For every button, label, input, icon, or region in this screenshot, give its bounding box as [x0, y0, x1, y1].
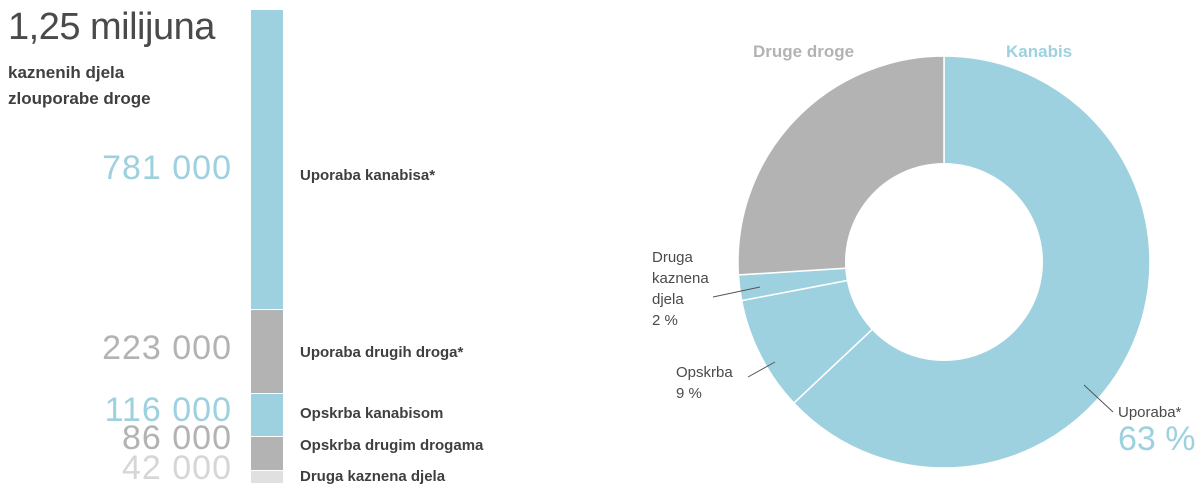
total-subtitle-line1: kaznenih djela — [8, 63, 125, 82]
donut-group-label-cannabis: Kanabis — [1006, 42, 1073, 61]
stack-segment-other-drug-use — [251, 310, 283, 393]
value-label-other-offences: 42 000 — [122, 449, 232, 487]
total-value: 1,25 milijuna — [8, 6, 215, 48]
leader-line-supply — [747, 361, 776, 378]
leader-line-use — [1083, 384, 1114, 413]
slice-label-other-offences: Druga kaznena djela 2 % — [652, 247, 712, 331]
total-subtitle: kaznenih djela zlouporabe droge — [8, 60, 151, 112]
stack-segment-cannabis-use — [251, 10, 283, 309]
slice-label-supply-text: Opskrba — [676, 364, 733, 381]
category-label-cannabis-use: Uporaba kanabisa* — [300, 167, 436, 184]
value-label-cannabis-use: 781 000 — [102, 149, 232, 187]
slice-label-supply: Opskrba 9 % — [676, 362, 733, 404]
stack-segment-other-offences — [251, 471, 283, 483]
category-label-other-drug-supply: Opskrba drugim drogama — [300, 437, 484, 454]
value-label-cannabis-supply: 116 000 — [104, 391, 232, 429]
category-label-cannabis-supply: Opskrba kanabisom — [300, 405, 444, 422]
value-label-other-drug-use: 223 000 — [102, 329, 232, 367]
slice-label-other-offences-text: Druga kaznena djela — [652, 249, 709, 308]
total-subtitle-line2: zlouporabe droge — [8, 89, 151, 108]
slice-pct-use: 63 % — [1118, 420, 1196, 458]
category-label-other-drug-use: Uporaba drugih droga* — [300, 344, 464, 361]
donut-hole — [845, 163, 1043, 361]
stack-segment-other-drug-supply — [251, 437, 283, 470]
slice-pct-other-offences: 2 % — [652, 312, 678, 329]
value-label-other-drug-supply: 86 000 — [122, 419, 232, 457]
category-label-other-offences: Druga kaznena djela — [300, 468, 446, 485]
slice-label-use: Uporaba* — [1118, 404, 1182, 421]
leader-line-other-offences — [712, 286, 761, 298]
slice-pct-supply: 9 % — [676, 385, 702, 402]
donut-group-label-other: Druge droge — [753, 42, 855, 61]
stack-segment-cannabis-supply — [251, 394, 283, 436]
